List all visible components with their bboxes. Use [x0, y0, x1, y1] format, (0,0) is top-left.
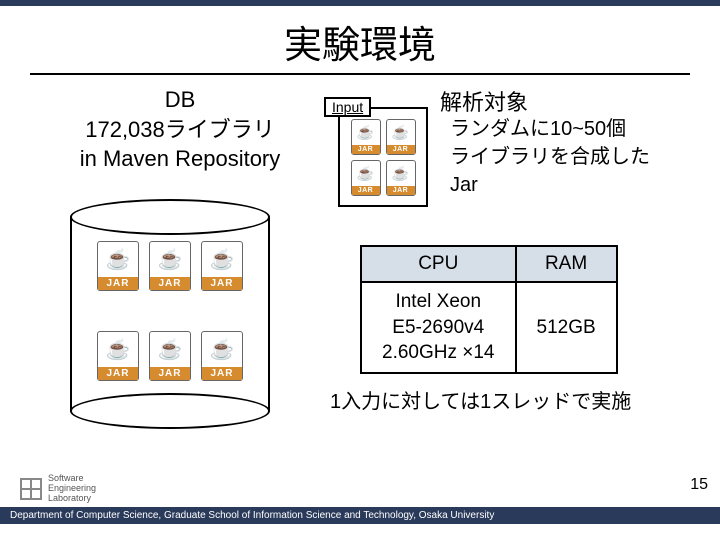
th-ram: RAM — [516, 246, 617, 282]
jar-label: JAR — [352, 145, 380, 154]
analysis-title: 解析対象 — [440, 85, 528, 117]
content-area: DB 172,038ライブラリ in Maven Repository ☕JAR… — [0, 85, 720, 505]
jar-label: JAR — [202, 277, 242, 290]
title-underline — [30, 73, 690, 75]
logo-line1: Software — [48, 473, 84, 483]
footer-logo: Software Engineering Laboratory — [20, 474, 96, 504]
jar-label: JAR — [352, 186, 380, 195]
db-cylinder: ☕JAR☕JAR☕JAR☕JAR☕JAR☕JAR — [70, 199, 270, 429]
jar-label: JAR — [98, 277, 138, 290]
jar-icon: ☕JAR — [386, 160, 416, 196]
java-cup-icon: ☕ — [150, 332, 190, 367]
jar-icon: ☕JAR — [97, 331, 139, 381]
jar-icon: ☕JAR — [201, 331, 243, 381]
cylinder-top — [70, 199, 270, 235]
page-number: 15 — [690, 476, 708, 494]
jar-label: JAR — [387, 145, 415, 154]
analysis-desc: ランダムに10~50個 ライブラリを合成した Jar — [450, 115, 650, 199]
jar-icon: ☕JAR — [97, 241, 139, 291]
thread-note: 1入力に対しては1スレッドで実施 — [330, 385, 631, 414]
spec-table: CPU RAM Intel Xeon E5-2690v4 2.60GHz ×14… — [360, 245, 618, 374]
java-cup-icon: ☕ — [150, 242, 190, 277]
db-line3: in Maven Repository — [80, 146, 281, 171]
cpu-line2: E5-2690v4 — [392, 317, 484, 338]
java-cup-icon: ☕ — [202, 242, 242, 277]
logo-icon — [20, 478, 42, 500]
jar-label: JAR — [202, 367, 242, 380]
top-accent-bar — [0, 0, 720, 6]
logo-text: Software Engineering Laboratory — [48, 474, 96, 504]
jar-icon: ☕JAR — [201, 241, 243, 291]
java-cup-icon: ☕ — [387, 120, 415, 145]
jar-label: JAR — [387, 186, 415, 195]
jar-label: JAR — [150, 277, 190, 290]
input-tag: Input — [324, 97, 371, 117]
java-cup-icon: ☕ — [352, 161, 380, 186]
jar-label: JAR — [98, 367, 138, 380]
db-caption: DB 172,038ライブラリ in Maven Repository — [30, 85, 330, 174]
input-box: Input ☕JAR☕JAR☕JAR☕JAR — [338, 107, 428, 207]
java-cup-icon: ☕ — [98, 332, 138, 367]
jar-label: JAR — [150, 367, 190, 380]
jar-icon: ☕JAR — [351, 160, 381, 196]
jar-icon: ☕JAR — [351, 119, 381, 155]
logo-line3: Laboratory — [48, 493, 91, 503]
td-cpu: Intel Xeon E5-2690v4 2.60GHz ×14 — [361, 282, 516, 373]
jar-icon: ☕JAR — [386, 119, 416, 155]
logo-line2: Engineering — [48, 483, 96, 493]
cpu-line3: 2.60GHz ×14 — [382, 342, 495, 363]
jar-icon: ☕JAR — [149, 241, 191, 291]
analysis-line1: ランダムに10~50個 — [450, 118, 626, 140]
th-cpu: CPU — [361, 246, 516, 282]
table-data-row: Intel Xeon E5-2690v4 2.60GHz ×14 512GB — [361, 282, 617, 373]
db-line1: DB — [165, 87, 196, 112]
footer-band: Department of Computer Science, Graduate… — [0, 507, 720, 524]
java-cup-icon: ☕ — [98, 242, 138, 277]
jar-icon: ☕JAR — [149, 331, 191, 381]
td-ram: 512GB — [516, 282, 617, 373]
cpu-line1: Intel Xeon — [395, 291, 481, 312]
slide-title: 実験環境 — [0, 14, 720, 69]
analysis-line3: Jar — [450, 174, 478, 196]
analysis-line2: ライブラリを合成した — [450, 146, 650, 168]
cylinder-jars: ☕JAR☕JAR☕JAR☕JAR☕JAR☕JAR — [70, 233, 270, 419]
java-cup-icon: ☕ — [202, 332, 242, 367]
table-header-row: CPU RAM — [361, 246, 617, 282]
db-line2: 172,038ライブラリ — [85, 117, 275, 142]
java-cup-icon: ☕ — [352, 120, 380, 145]
java-cup-icon: ☕ — [387, 161, 415, 186]
